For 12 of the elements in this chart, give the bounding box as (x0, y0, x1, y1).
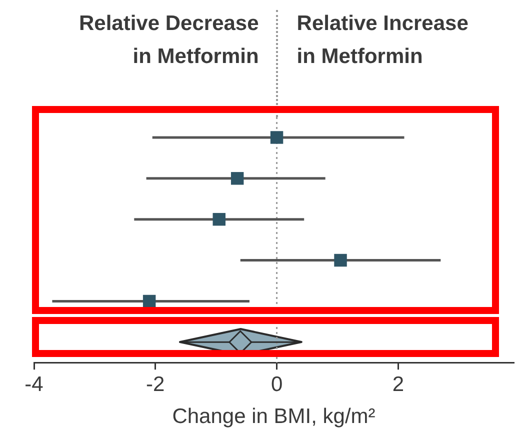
point (230, 172, 244, 185)
x-tick-label: -2 (146, 372, 165, 396)
x-tick-label: 2 (392, 372, 404, 396)
point (334, 254, 347, 267)
x-axis-title: Change in BMI, kg/m² (172, 405, 376, 428)
point (212, 212, 226, 226)
point (270, 131, 284, 144)
text: Relative Increase in Metformin (296, 12, 468, 68)
x-tick-label: -4 (24, 372, 44, 396)
x-tick-label: 0 (270, 372, 283, 396)
text: Relative Decrease in Metformin (78, 12, 259, 68)
point (142, 294, 156, 308)
